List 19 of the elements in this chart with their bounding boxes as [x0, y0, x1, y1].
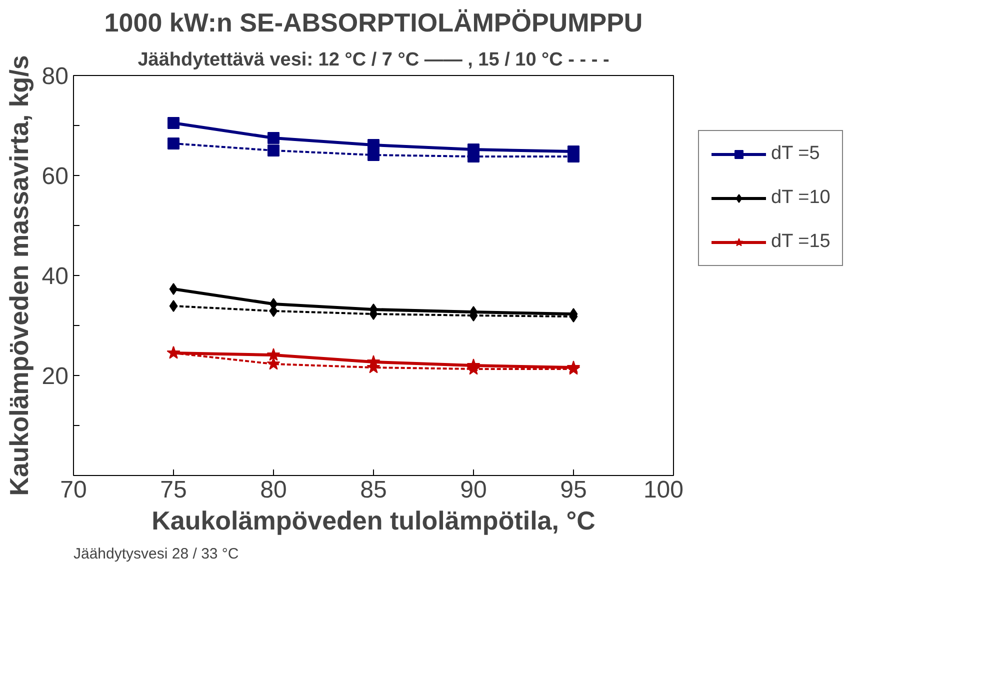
legend-label: dT =10: [771, 187, 830, 209]
chart-subtitle: Jäähdytettävä vesi: 12 °C / 7 °C —— , 15 / 10 °C - - - -: [138, 50, 610, 70]
legend-label: dT =15: [771, 231, 830, 253]
y-tick-label: 40: [42, 263, 69, 290]
y-tick-label: 80: [42, 63, 69, 90]
x-tick-label: 90: [460, 476, 487, 504]
x-tick-label: 95: [560, 476, 587, 504]
x-tick-label: 85: [360, 476, 387, 504]
y-tick-label: 60: [42, 163, 69, 190]
x-tick-label: 100: [643, 476, 684, 504]
y-axis-title: Kaukolämpöveden massavirta, kg/s: [4, 55, 34, 496]
x-tick-label: 80: [260, 476, 287, 504]
x-tick-label: 70: [60, 476, 87, 504]
legend-label: dT =5: [771, 143, 820, 165]
x-axis-title: Kaukolämpöveden tulolämpötila, °C: [152, 506, 596, 536]
text: Jäähdytysvesi 28 / 33 °C: [74, 546, 239, 562]
chart-title: 1000 kW:n SE-ABSORPTIOLÄMPÖPUMPPU: [104, 8, 643, 38]
x-tick-label: 75: [160, 476, 187, 504]
y-tick-label: 20: [42, 363, 69, 390]
